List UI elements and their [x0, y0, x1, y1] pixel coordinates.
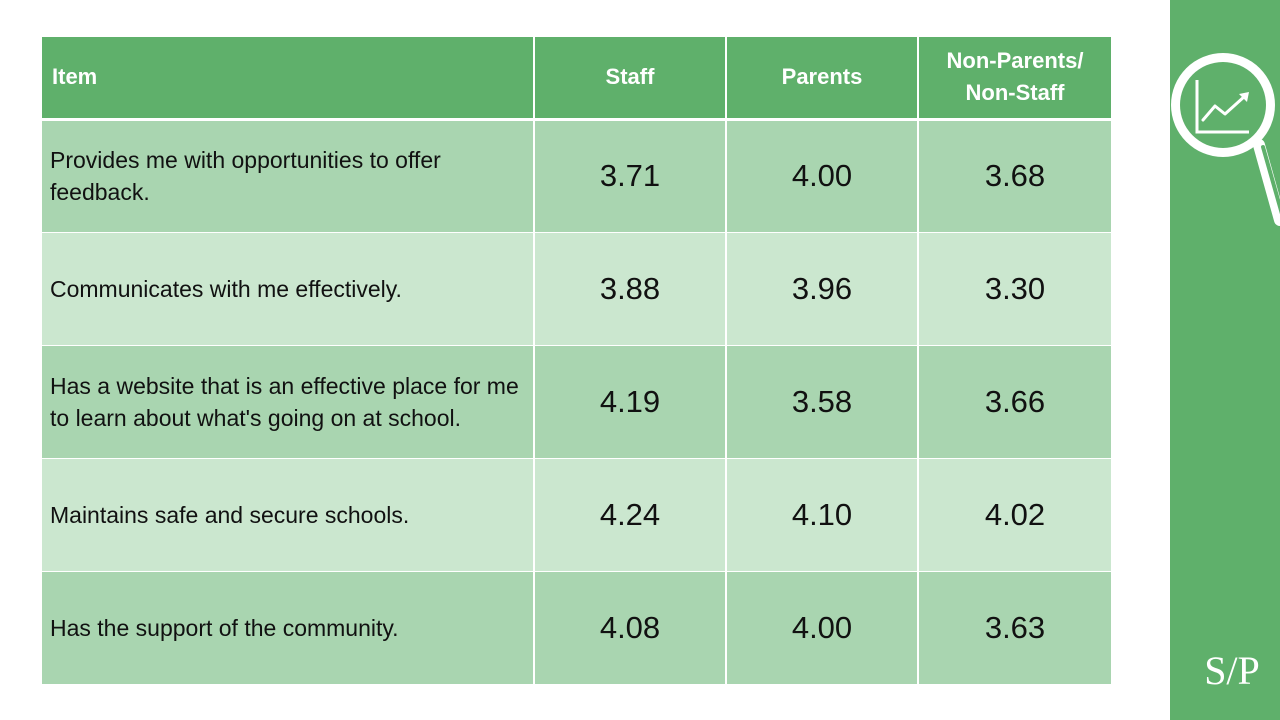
item-cell: Has a website that is an effective place…	[42, 345, 535, 459]
header-non-parents-line2: Non-Staff	[965, 80, 1065, 106]
table-row: Communicates with me effectively. 3.88 3…	[42, 232, 1111, 346]
parents-value: 4.00	[726, 571, 919, 685]
logo-text: S/P	[1204, 648, 1260, 692]
table-row: Has a website that is an effective place…	[42, 345, 1111, 459]
table-header-row: Item Staff Parents Non-Parents/ Non-Staf…	[42, 37, 1111, 121]
magnifier-chart-icon	[1171, 53, 1280, 226]
item-cell: Provides me with opportunities to offer …	[42, 119, 535, 233]
non-parents-value: 3.30	[918, 232, 1111, 346]
item-cell: Maintains safe and secure schools.	[42, 458, 535, 572]
staff-value: 3.71	[534, 119, 727, 233]
parents-value: 4.00	[726, 119, 919, 233]
staff-value: 4.19	[534, 345, 727, 459]
staff-value: 4.24	[534, 458, 727, 572]
header-non-parents-non-staff: Non-Parents/ Non-Staff	[918, 37, 1111, 121]
survey-results-table: Item Staff Parents Non-Parents/ Non-Staf…	[42, 37, 1111, 685]
table-row: Has the support of the community. 4.08 4…	[42, 571, 1111, 685]
side-panel: S/P	[1170, 0, 1280, 720]
parents-value: 3.96	[726, 232, 919, 346]
non-parents-value: 3.68	[918, 119, 1111, 233]
parents-value: 4.10	[726, 458, 919, 572]
staff-value: 4.08	[534, 571, 727, 685]
table-row: Maintains safe and secure schools. 4.24 …	[42, 458, 1111, 572]
staff-value: 3.88	[534, 232, 727, 346]
header-parents: Parents	[726, 37, 919, 121]
item-cell: Has the support of the community.	[42, 571, 535, 685]
item-cell: Communicates with me effectively.	[42, 232, 535, 346]
non-parents-value: 4.02	[918, 458, 1111, 572]
header-non-parents-line1: Non-Parents/	[946, 48, 1084, 74]
non-parents-value: 3.66	[918, 345, 1111, 459]
header-staff: Staff	[534, 37, 727, 121]
sp-logo: S/P	[1204, 648, 1260, 692]
header-item: Item	[42, 37, 535, 121]
table-row: Provides me with opportunities to offer …	[42, 119, 1111, 233]
parents-value: 3.58	[726, 345, 919, 459]
non-parents-value: 3.63	[918, 571, 1111, 685]
